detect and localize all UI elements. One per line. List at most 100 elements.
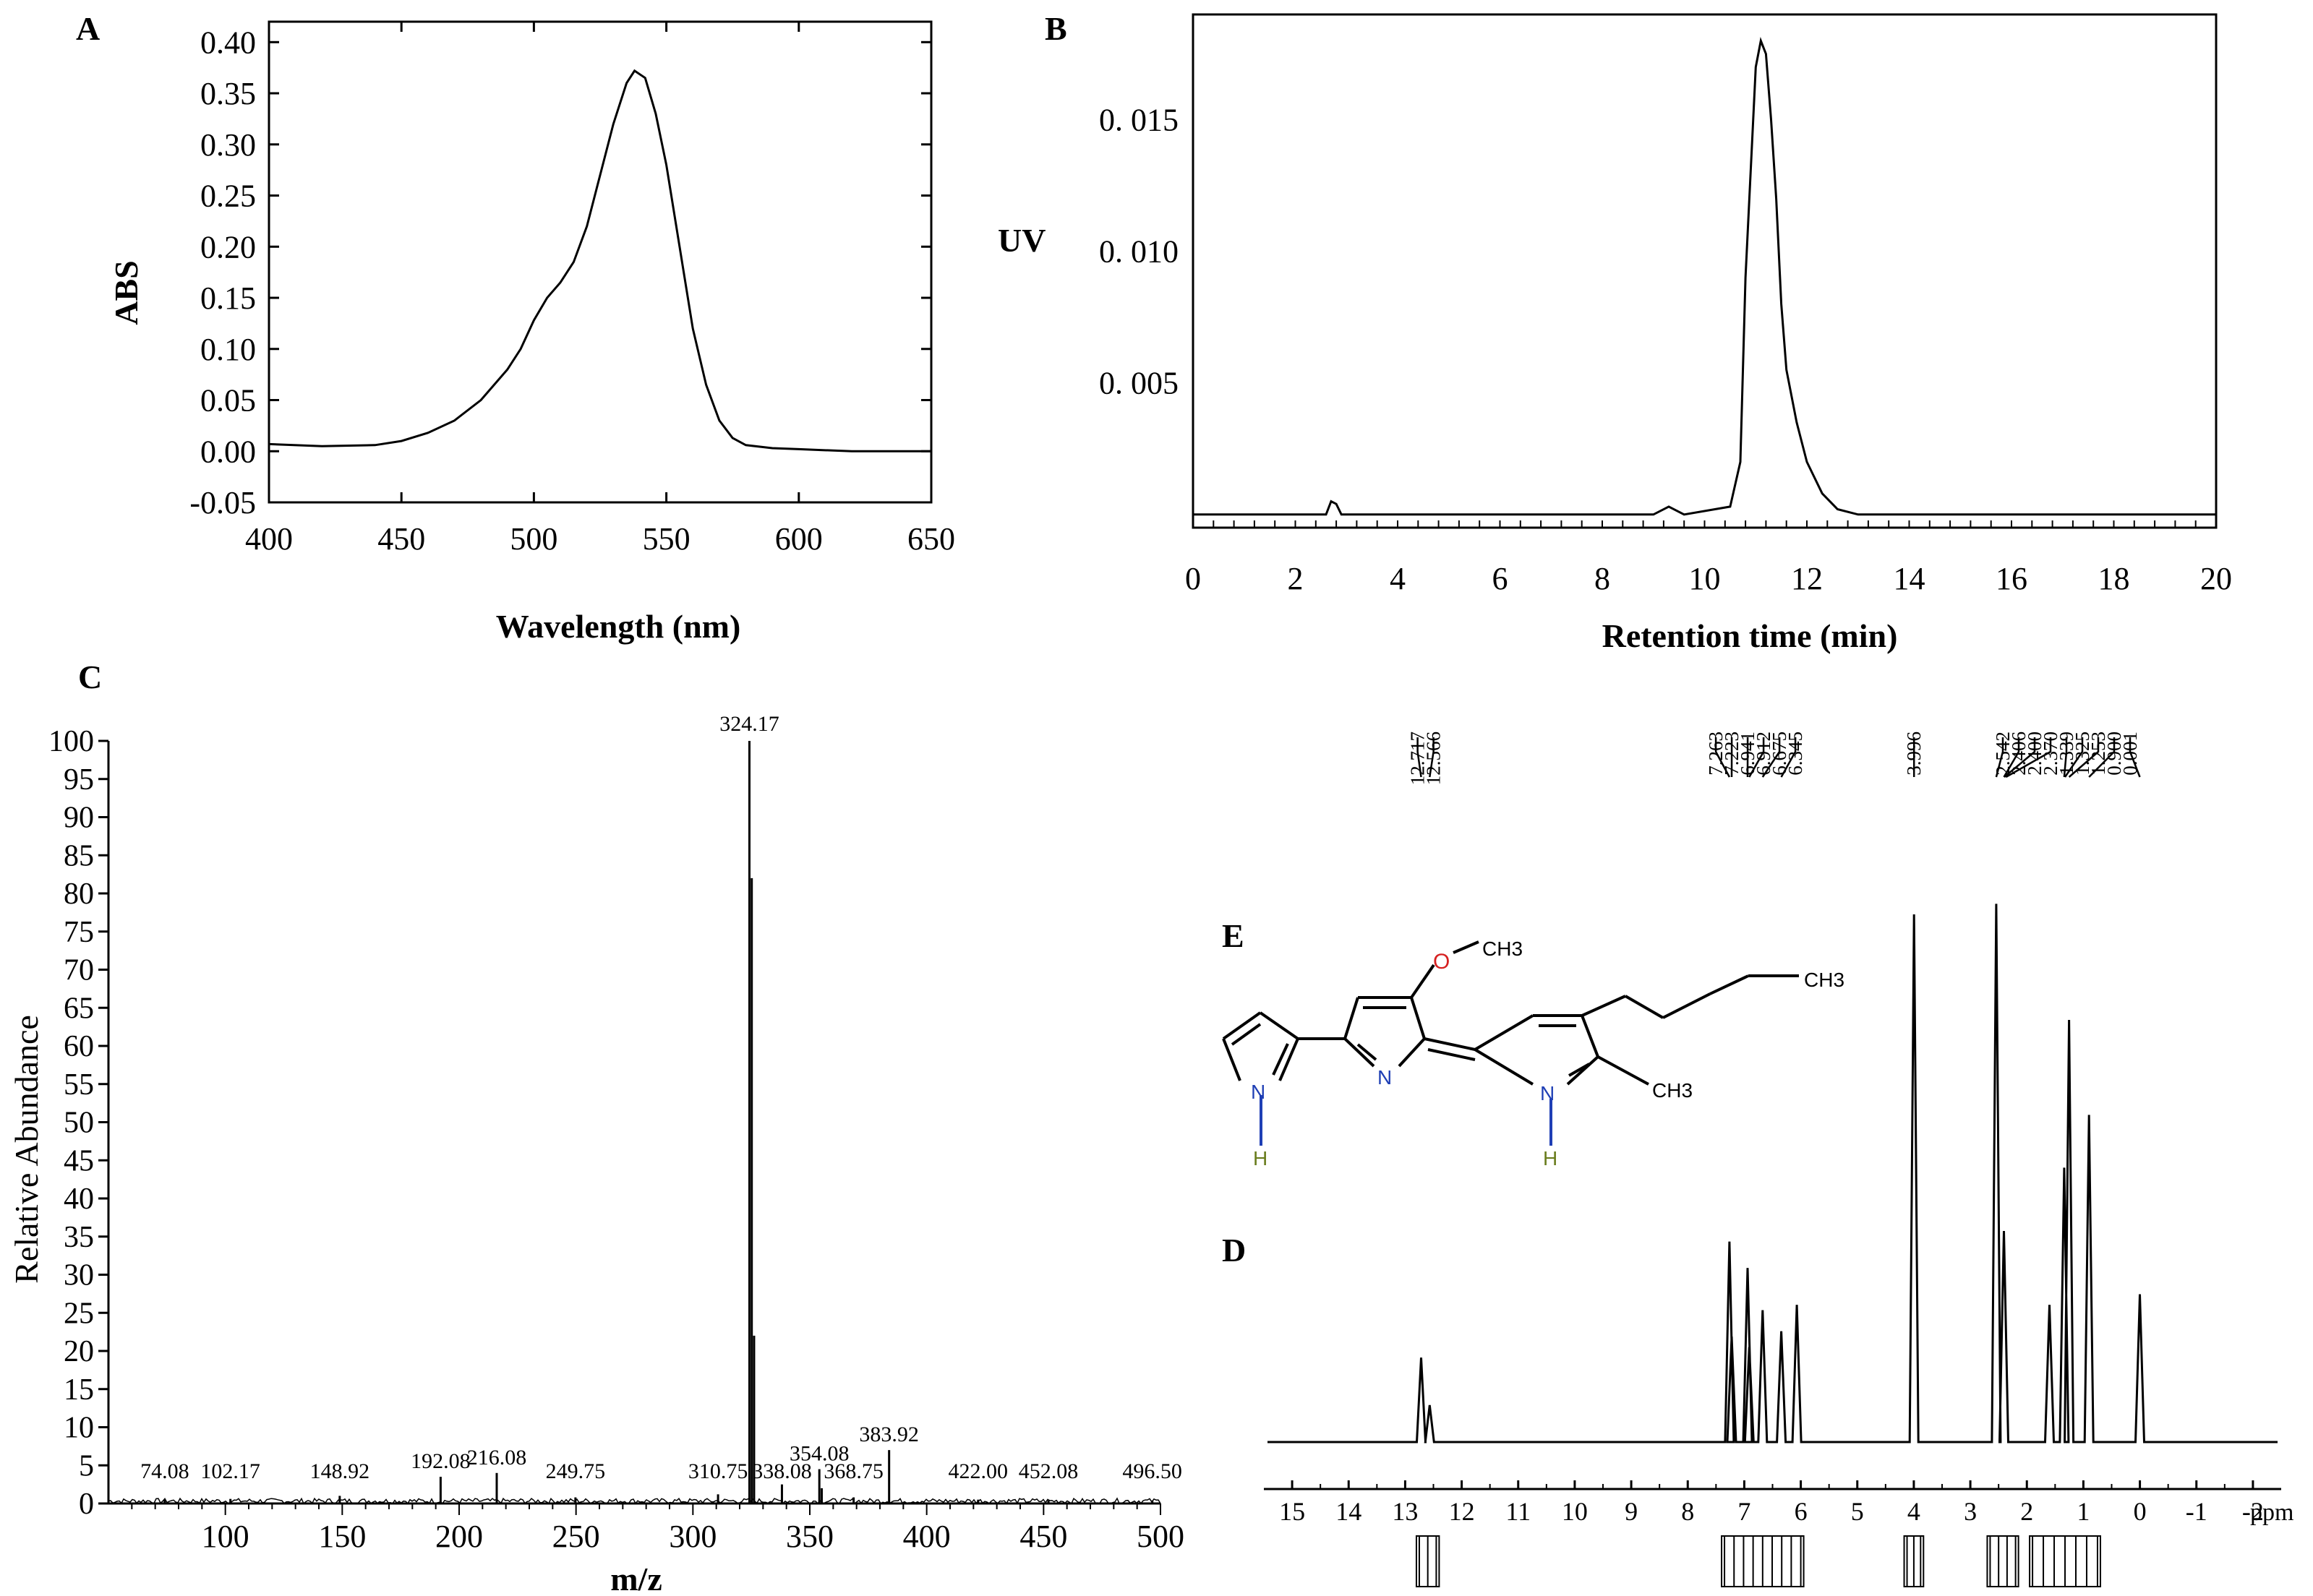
nmr-integral-box [1986,1535,2019,1587]
pyrrole-ring-middle [1298,940,1479,1068]
plot-a-ticks: 400 450 500 550 600 650 -0.05 0.00 0.05 0.10 0.15 0… [189,22,955,557]
nmr-peak-label-connector [2005,737,2052,778]
plot-c-y-tick-label: 95 [64,763,94,797]
plot-a-y-tick-label: -0.05 [189,485,256,520]
plot-c-x-tick-label: 350 [786,1519,834,1554]
plot-b-x-tick-label: 0 [1185,561,1201,596]
nmr-peak-label-connector [1761,737,1781,778]
mass-peak-label: 354.08 [790,1442,850,1466]
plot-c-y-tick-label: 100 [48,725,94,758]
nmr-peak-label-connector [1714,737,1731,778]
atom-hydrogen-1: H [1253,1147,1267,1170]
nmr-integral-marks [1415,1535,2101,1587]
nmr-x-tick-label: 2 [2020,1497,2033,1526]
mass-peak-label: 368.75 [824,1459,884,1483]
nmr-peak-label-connector [1748,737,1765,778]
plot-a-y-axis-title: ABS [108,260,145,325]
plot-b-x-tick-label: 10 [1689,561,1721,596]
plot-c-y-tick-label: 10 [64,1412,94,1445]
nmr-x-axis-unit: ppm [2250,1499,2293,1526]
plot-c-y-tick-label: 5 [79,1449,94,1483]
nmr-x-tick-label: 15 [1279,1497,1305,1526]
plot-a-x-tick-label: 650 [907,521,955,557]
plot-c-y-tick-label: 85 [64,839,94,872]
plot-a-x-axis-title: Wavelength (nm) [496,608,741,645]
panel-c-mass-spectrum: 0 5 10 15 20 25 30 35 40 45 50 55 60 65 70 75 80 85 90 95 10… [8,712,1184,1596]
plot-a-absorbance-line [268,69,931,452]
plot-c-y-tick-label: 0 [79,1488,94,1521]
mass-peak-label: 452.08 [1019,1459,1079,1483]
plot-c-x-tick-label: 250 [552,1519,600,1554]
plot-c-x-axis-title: m/z [610,1561,662,1596]
plot-c-x-tick-label: 200 [435,1519,483,1554]
plot-b-y-tick-label: 0. 010 [1099,234,1179,270]
plot-a-y-tick-label: 0.10 [200,332,256,367]
plot-a-x-tick-label: 450 [377,521,425,557]
plot-c-y-tick-label: 55 [64,1068,94,1102]
nmr-x-tick-label: 14 [1335,1497,1361,1526]
plot-b-uv-trace [1193,37,2216,516]
plot-c-y-tick-label: 80 [64,878,94,911]
plot-b-frame [1192,13,2218,529]
plot-c-y-tick-label: 60 [64,1030,94,1063]
nmr-integral-box [1721,1535,1805,1587]
nmr-peak-label-connector [2129,737,2141,778]
nmr-peak-label-connector [2003,737,2020,778]
mass-peak-label: 249.75 [546,1459,606,1483]
plot-a-x-tick-label: 600 [775,521,823,557]
plot-c-x-tick-label: 450 [1019,1519,1067,1554]
mass-peak-label: 383.92 [859,1423,919,1446]
atom-oxygen: O [1433,950,1450,974]
plot-c-y-tick-label: 40 [64,1183,94,1216]
plot-c-ticks: 0 5 10 15 20 25 30 35 40 45 50 55 60 65 70 75 80 85 90 95 10… [48,725,1184,1554]
nmr-peak-label-connector [1416,737,1422,778]
mass-peak-label: 74.08 [140,1459,189,1483]
pyrrole-ring-right [1474,974,1799,1146]
plot-b-x-tick-label: 18 [2098,561,2130,596]
plot-a-x-tick-label: 500 [510,521,557,557]
nmr-x-tick-label: 1 [2077,1497,2090,1526]
plot-c-x-tick-label: 150 [318,1519,366,1554]
nmr-x-tick-label: -1 [2186,1497,2207,1526]
plot-c-y-tick-label: 75 [64,916,94,949]
nmr-peak-label-connector [1780,737,1797,778]
methine-bridge [1424,1037,1476,1051]
panel-b-chromatogram: 0 2 4 6 8 10 12 14 16 18 20 0. 005 0. 010 0. 015 Rete… [998,13,2232,654]
nmr-x-tick-label: 7 [1737,1497,1750,1526]
plot-c-y-tick-label: 45 [64,1144,94,1177]
plot-c-baseline-noise [108,1497,1161,1505]
panel-a-absorbance-spectrum: 400 450 500 550 600 650 -0.05 0.00 0.05 0.10 0.15 0… [108,20,955,645]
nmr-spectrum-line [1267,904,2278,1443]
nmr-peak-label-connector [1995,737,2004,778]
plot-a-x-tick-label: 550 [643,521,691,557]
atom-ch3-methoxy: CH3 [1482,938,1523,960]
plot-b-x-axis-title: Retention time (min) [1602,617,1898,654]
mass-peak-label: 324.17 [719,712,779,736]
panel-e-prodigiosin-structure: O CH3 CH3 CH3 N N N H H [1222,938,1844,1170]
plot-a-frame [268,20,933,504]
plot-b-y-axis-title: UV [998,222,1046,259]
nmr-x-tick-label: -2 [2242,1497,2264,1526]
panel-label-a: A [76,10,100,47]
plot-b-x-tick-label: 16 [1996,561,2027,596]
plot-b-x-tick-label: 6 [1492,561,1508,596]
nmr-integral-box [1903,1535,1925,1587]
plot-b-y-tick-label: 0. 015 [1099,103,1179,138]
panel-label-e: E [1222,917,1244,954]
plot-c-y-tick-label: 20 [64,1335,94,1368]
nmr-integral-box [1415,1535,1440,1587]
plot-c-y-tick-label: 30 [64,1259,94,1292]
plot-a-y-tick-label: 0.15 [200,280,256,316]
nmr-x-tick-label: 10 [1562,1497,1588,1526]
nmr-peak-label-connector [2063,737,2068,778]
plot-c-y-axis-title: Relative Abundance [8,1015,45,1284]
plot-b-x-tick-label: 14 [1894,561,1925,596]
nmr-peak-label-connector [2064,737,2084,778]
nmr-peak-label-connector [1429,737,1435,778]
panel-label-d: D [1222,1232,1246,1269]
nmr-x-tick-label: 8 [1681,1497,1694,1526]
nmr-x-tick-label: 11 [1505,1497,1531,1526]
